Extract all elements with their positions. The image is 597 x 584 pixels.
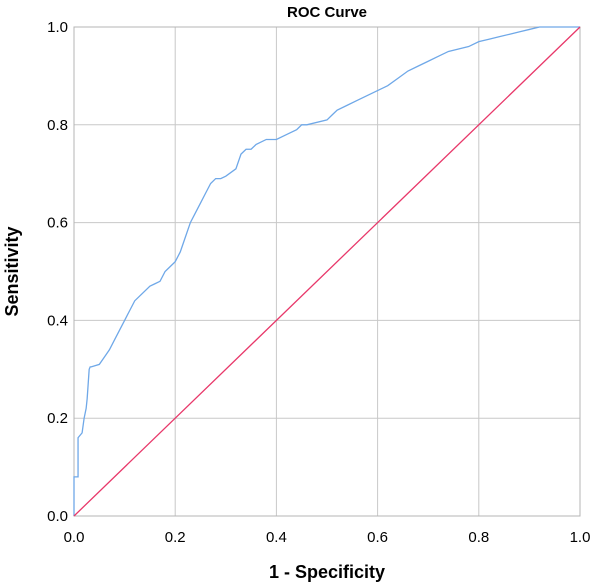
reference-diagonal-line bbox=[73, 26, 581, 517]
y-axis-title: Sensitivity bbox=[2, 226, 22, 316]
x-tick-label: 0.8 bbox=[468, 529, 489, 546]
tick-labels: 0.0 0.2 0.4 0.6 0.8 1.0 0.0 0.2 0.4 0.6 0.8 1.0 bbox=[47, 19, 590, 546]
y-tick-label: 0.2 bbox=[47, 410, 68, 427]
y-tick-label: 1.0 bbox=[47, 19, 68, 36]
chart-title: ROC Curve bbox=[287, 4, 367, 21]
roc-curve-line bbox=[73, 26, 580, 516]
grid-lines bbox=[74, 27, 580, 516]
x-tick-label: 0.6 bbox=[367, 529, 388, 546]
x-axis-title: 1 - Specificity bbox=[269, 562, 385, 582]
y-tick-label: 0.4 bbox=[47, 312, 68, 329]
y-tick-label: 0.8 bbox=[47, 117, 68, 134]
x-tick-label: 1.0 bbox=[570, 529, 591, 546]
x-tick-label: 0.4 bbox=[266, 529, 287, 546]
plot-border bbox=[73, 26, 581, 517]
y-tick-label: 0.0 bbox=[47, 508, 68, 525]
y-tick-label: 0.6 bbox=[47, 215, 68, 232]
series-layer bbox=[73, 26, 581, 517]
x-tick-label: 0.2 bbox=[165, 529, 186, 546]
x-tick-label: 0.0 bbox=[64, 529, 85, 546]
